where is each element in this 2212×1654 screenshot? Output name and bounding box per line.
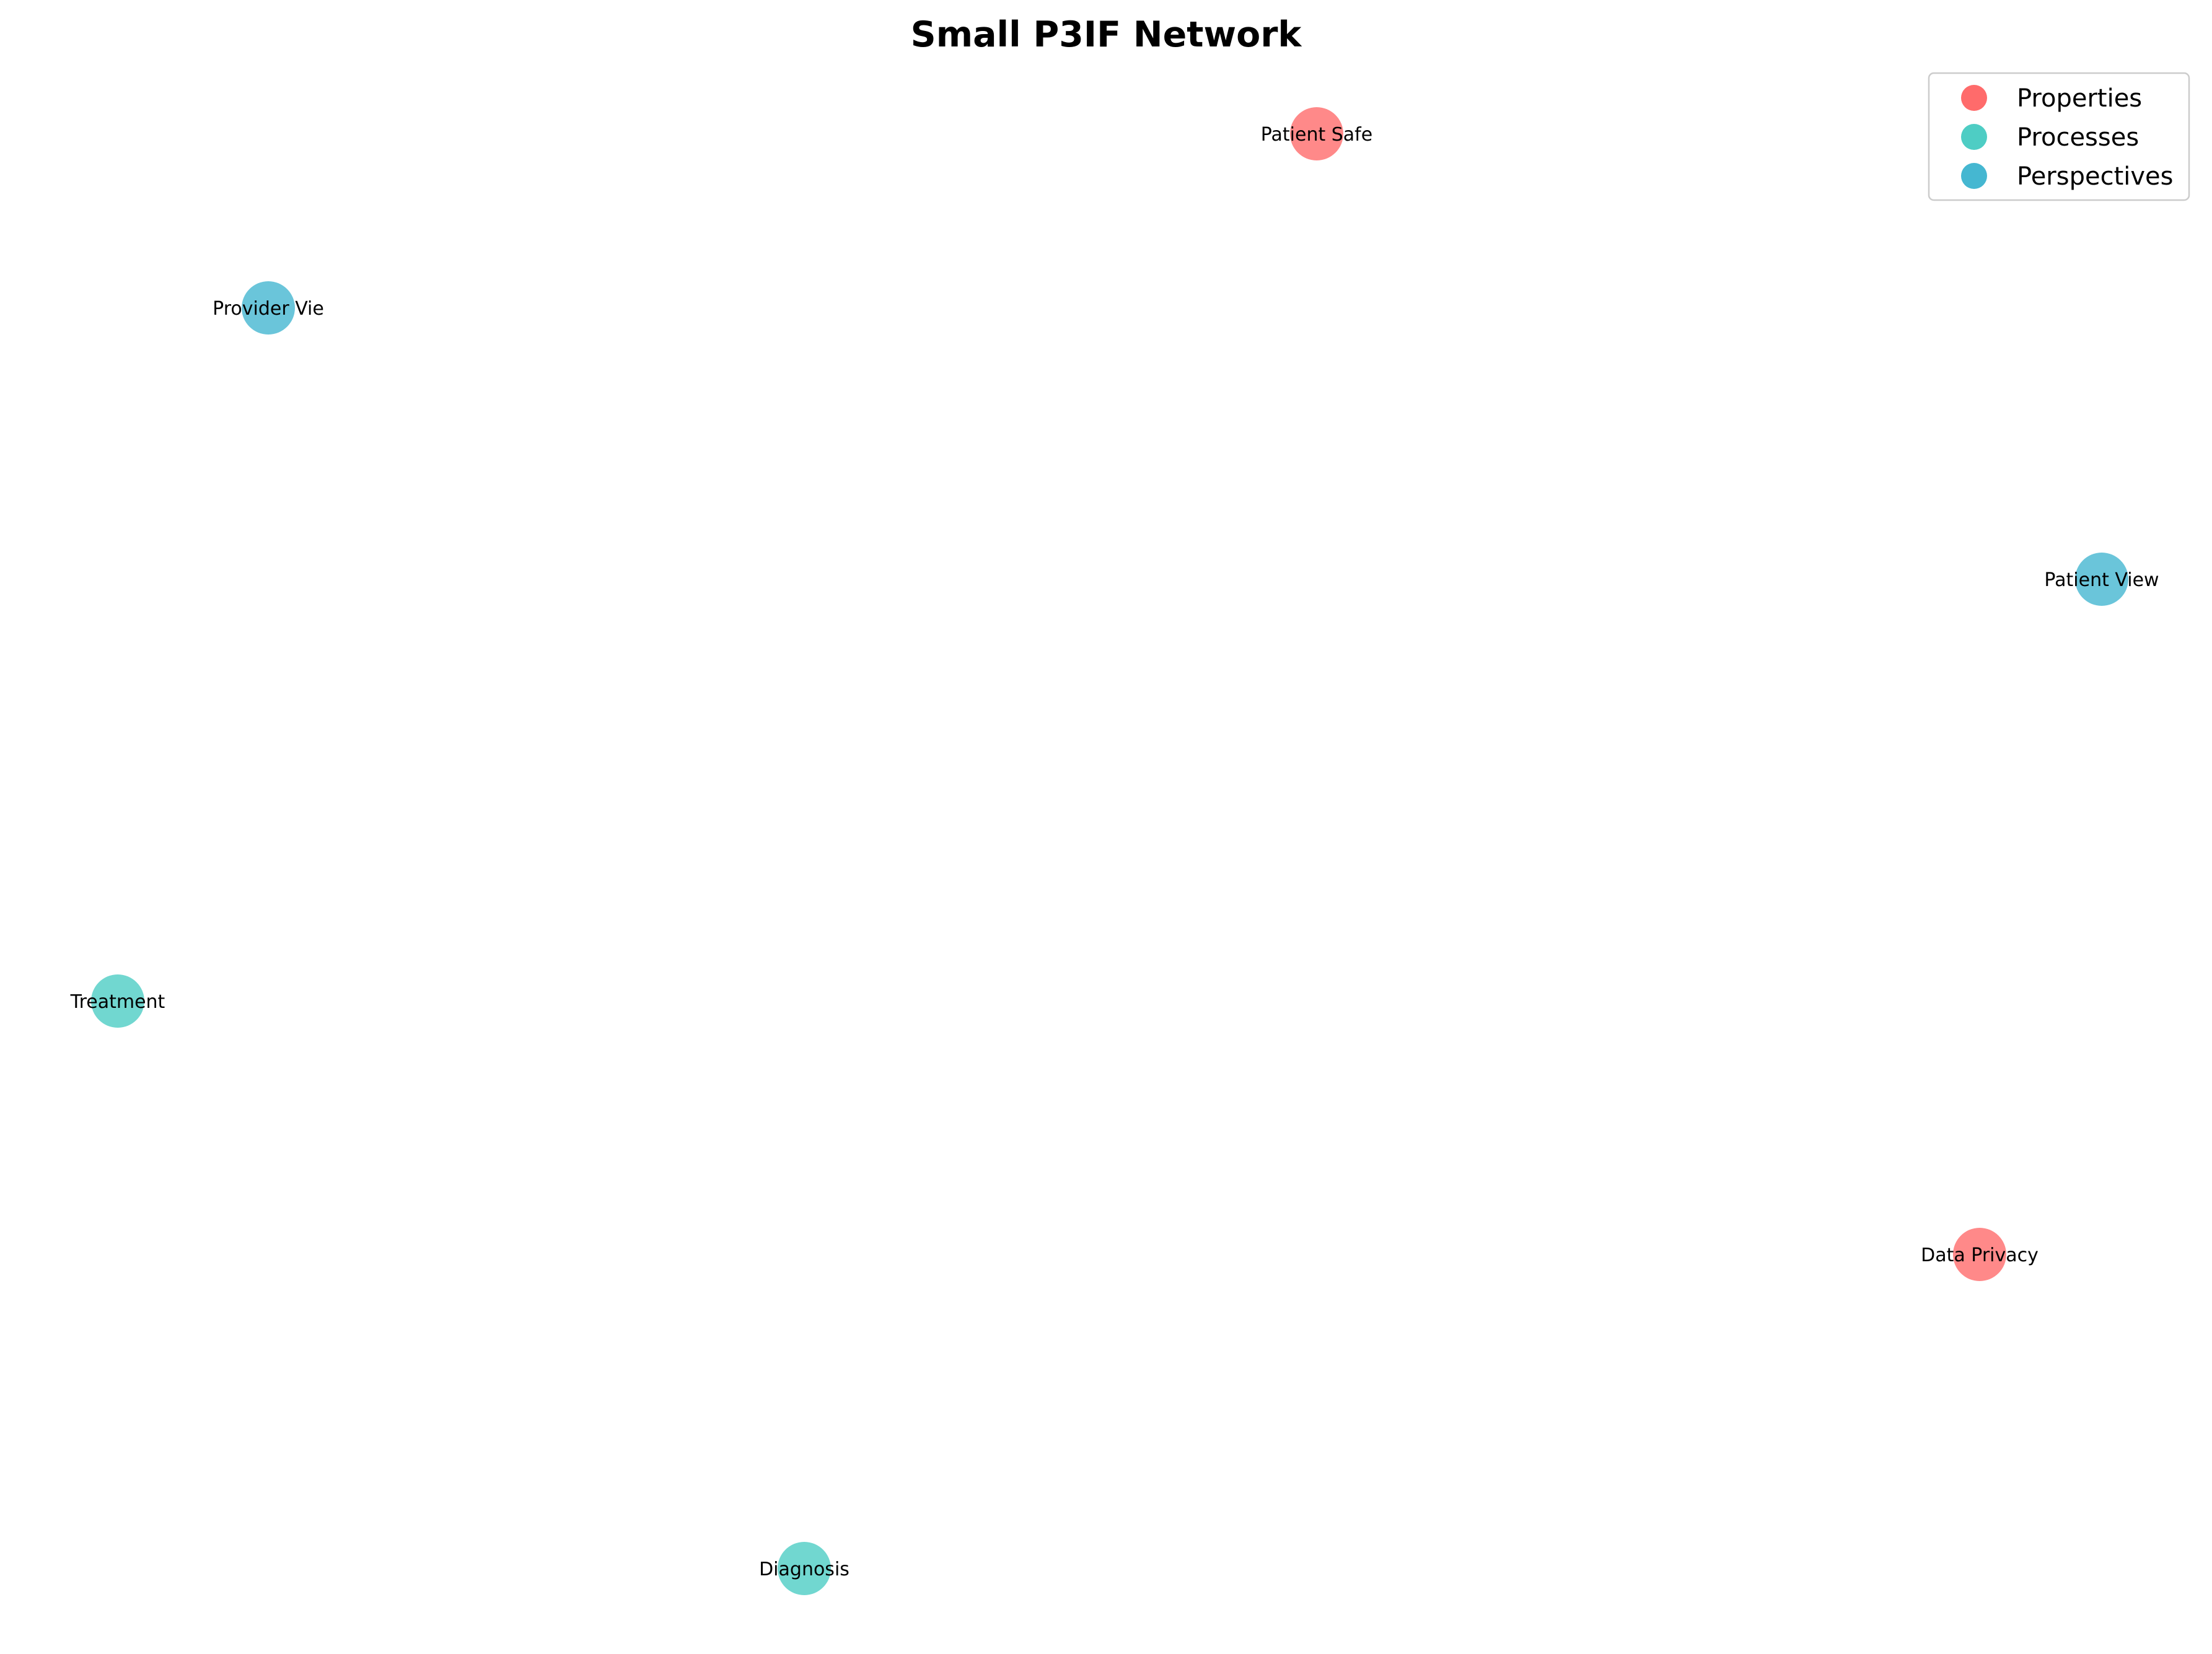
legend-item-properties: Properties — [1961, 84, 2142, 113]
legend-label: Perspectives — [2017, 162, 2174, 191]
node-provider-vie: Provider Vie — [213, 281, 324, 335]
legend-marker — [1961, 85, 1987, 111]
legend-label: Processes — [2017, 123, 2139, 152]
node-patient-view: Patient View — [2044, 553, 2159, 606]
node-circle — [1953, 1228, 2006, 1281]
legend-label: Properties — [2017, 84, 2142, 113]
legend-marker — [1961, 124, 1987, 150]
node-circle — [242, 281, 295, 335]
node-patient-safe: Patient Safe — [1261, 107, 1372, 160]
node-label: Treatment — [70, 991, 165, 1013]
node-circle — [91, 974, 144, 1028]
chart-title: Small P3IF Network — [911, 14, 1302, 55]
node-label: Patient Safe — [1261, 124, 1372, 146]
node-circle — [778, 1542, 831, 1595]
node-label: Provider Vie — [213, 298, 324, 320]
legend-item-processes: Processes — [1961, 123, 2139, 152]
node-label: Patient View — [2044, 569, 2159, 591]
node-circle — [2075, 553, 2128, 606]
node-diagnosis: Diagnosis — [759, 1542, 849, 1595]
node-data-privacy: Data Privacy — [1921, 1228, 2039, 1281]
node-circle — [1290, 107, 1343, 160]
legend-items: Properties Processes Perspectives — [1961, 84, 2174, 191]
node-label: Data Privacy — [1921, 1245, 2039, 1266]
legend-frame — [1928, 72, 2190, 201]
legend-marker — [1961, 163, 1987, 189]
node-treatment: Treatment — [70, 974, 165, 1028]
legend-item-perspectives: Perspectives — [1961, 162, 2174, 191]
legend: Properties Processes Perspectives — [1928, 72, 2190, 201]
nodes-layer: Patient Safe Provider Vie Patient View Trea… — [70, 107, 2159, 1595]
node-label: Diagnosis — [759, 1559, 849, 1580]
